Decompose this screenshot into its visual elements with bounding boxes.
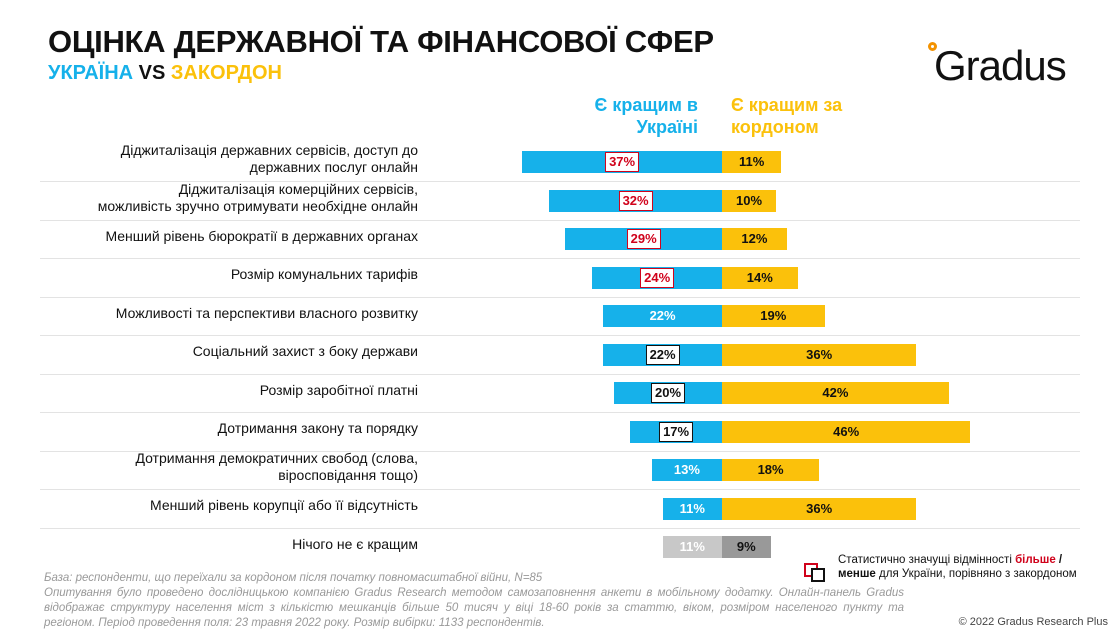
bar-abroad: [722, 305, 825, 327]
logo-dot-icon: [928, 42, 937, 51]
bar-abroad: [722, 151, 782, 173]
category-label: Дотримання закону та порядку: [217, 420, 418, 436]
value-label-abroad: 10%: [735, 192, 763, 208]
value-label-abroad: 18%: [757, 462, 784, 477]
value-label-abroad: 11%: [739, 154, 765, 169]
legend-abroad: Є кращим за кордоном: [731, 95, 843, 137]
category-label: Діджиталізація комерційних сервісів, можл…: [97, 180, 418, 214]
subtitle-ukraine: УКРАЇНА: [48, 62, 134, 84]
row-separator: [40, 219, 1080, 221]
value-label-abroad: 14%: [746, 269, 773, 285]
bar-abroad: [722, 228, 787, 250]
footnote: База: респонденти, що переїхали за кордо…: [44, 572, 904, 629]
bar-ukraine: [603, 305, 722, 327]
value-label-ukraine: 13%: [673, 462, 700, 477]
value-label-ukraine: 29%: [626, 229, 661, 249]
significance-box-icon: [804, 563, 825, 582]
significance-legend: Статистично значущі відмінності більше /…: [804, 553, 1077, 582]
bar-abroad: [722, 343, 917, 366]
row-separator: [40, 450, 1080, 452]
value-label-abroad: 19%: [760, 308, 787, 323]
bar-ukraine: [662, 497, 722, 520]
row-separator: [40, 489, 1080, 490]
row-separator: [40, 527, 1080, 529]
row-separator: [40, 296, 1080, 298]
value-label-abroad: 12%: [741, 231, 768, 246]
category-label: Можливості та перспективи власного розви…: [115, 304, 418, 321]
category-label: Дотримання демократичних свобод (слова, в…: [135, 450, 418, 483]
category-label: Менший рівень бюрократії в державних орг…: [105, 227, 418, 244]
legend-ukraine: Є кращим в Україні: [594, 95, 698, 137]
category-label: Діджиталізація державних сервісів, досту…: [120, 142, 418, 175]
bar-ukraine: [662, 536, 722, 558]
copyright: © 2022 Gradus Research Plus: [958, 616, 1108, 628]
row-separator: [40, 335, 1080, 336]
category-label: Соціальний захист з боку держави: [192, 343, 418, 359]
page-subtitle: УКРАЇНА VS ЗАКОРДОН: [48, 62, 282, 85]
bar-ukraine: [651, 459, 722, 481]
value-label-ukraine: 24%: [640, 267, 675, 288]
bar-abroad: [722, 536, 771, 558]
row-separator: [40, 181, 1080, 182]
subtitle-abroad: ЗАКОРДОН: [170, 62, 282, 84]
value-label-abroad: 36%: [806, 346, 833, 362]
gradus-logo: Gradus: [928, 42, 1067, 90]
category-label: Нічого не є кращим: [292, 535, 418, 552]
value-label-ukraine: 17%: [659, 421, 694, 442]
value-label-abroad: 46%: [833, 423, 860, 439]
value-label-abroad: 9%: [736, 539, 756, 554]
value-label-ukraine: 22%: [649, 308, 676, 323]
bar-abroad: [722, 459, 820, 481]
page-title: ОЦІНКА ДЕРЖАВНОЇ ТА ФІНАНСОВОЇ СФЕР: [48, 24, 714, 59]
value-label-ukraine: 20%: [650, 383, 686, 403]
row-separator: [40, 258, 1080, 259]
category-label: Розмір комунальних тарифів: [230, 266, 418, 282]
row-separator: [40, 373, 1080, 375]
value-label-ukraine: 37%: [605, 152, 640, 172]
bar-abroad: [722, 189, 776, 212]
value-label-abroad: 36%: [806, 500, 833, 516]
bar-abroad: [722, 497, 917, 520]
bar-abroad: [722, 266, 798, 289]
value-label-ukraine: 11%: [679, 500, 705, 516]
value-label-ukraine: 22%: [645, 344, 680, 365]
row-separator: [40, 412, 1080, 413]
category-label: Розмір заробітної платні: [259, 381, 418, 398]
value-label-ukraine: 32%: [618, 190, 653, 211]
value-label-ukraine: 11%: [679, 539, 705, 554]
bar-abroad: [722, 420, 971, 443]
category-label: Менший рівень корупції або її відсутніст…: [150, 497, 418, 513]
value-label-abroad: 42%: [822, 385, 849, 400]
bar-abroad: [722, 382, 949, 404]
subtitle-vs: VS: [133, 62, 171, 84]
